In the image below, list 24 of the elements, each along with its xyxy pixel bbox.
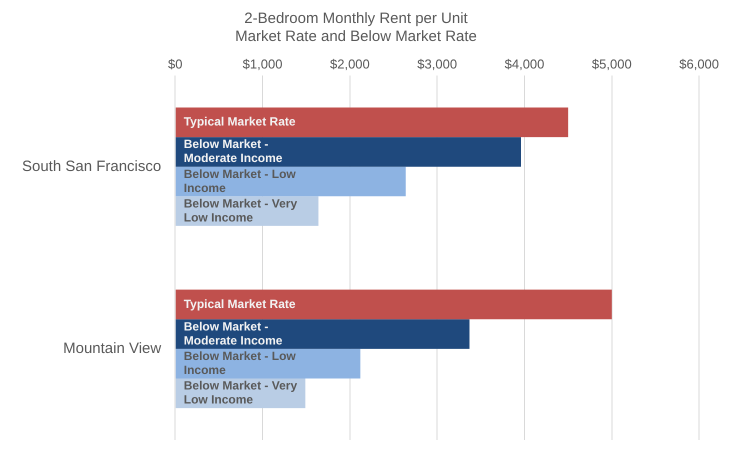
series-label: Below Market - Low Income <box>184 166 296 195</box>
bar <box>176 107 568 138</box>
series-label: Typical Market Rate <box>184 114 296 129</box>
x-tick-label: $4,000 <box>504 56 544 72</box>
y-tick-label: South San Francisco <box>22 158 162 175</box>
x-tick-label: $3,000 <box>417 56 458 72</box>
text: Typical Market Rate <box>184 296 296 311</box>
text: Market Rate and Below Market Rate <box>235 28 477 46</box>
y-tick-label: Mountain View <box>63 340 162 358</box>
series-label: Below Market - Moderate Income <box>184 137 283 166</box>
bar <box>176 137 521 167</box>
text: Below Market - Low Income <box>184 349 296 378</box>
bar <box>176 166 406 196</box>
x-tick-label: $0 <box>168 56 182 72</box>
x-tick-label: $6,000 <box>679 56 719 72</box>
x-tick-label: $1,000 <box>242 56 282 72</box>
x-tick-label: $5,000 <box>592 56 632 72</box>
text: Below Market - Very Low Income <box>184 378 298 407</box>
text: Below Market - Moderate Income <box>184 319 282 348</box>
x-tick-label: $2,000 <box>330 56 370 72</box>
series-label: Below Market - Very Low Income <box>184 196 298 224</box>
bar <box>176 290 612 320</box>
text: 2-Bedroom Monthly Rent per Unit <box>244 10 468 28</box>
bar <box>176 319 470 349</box>
